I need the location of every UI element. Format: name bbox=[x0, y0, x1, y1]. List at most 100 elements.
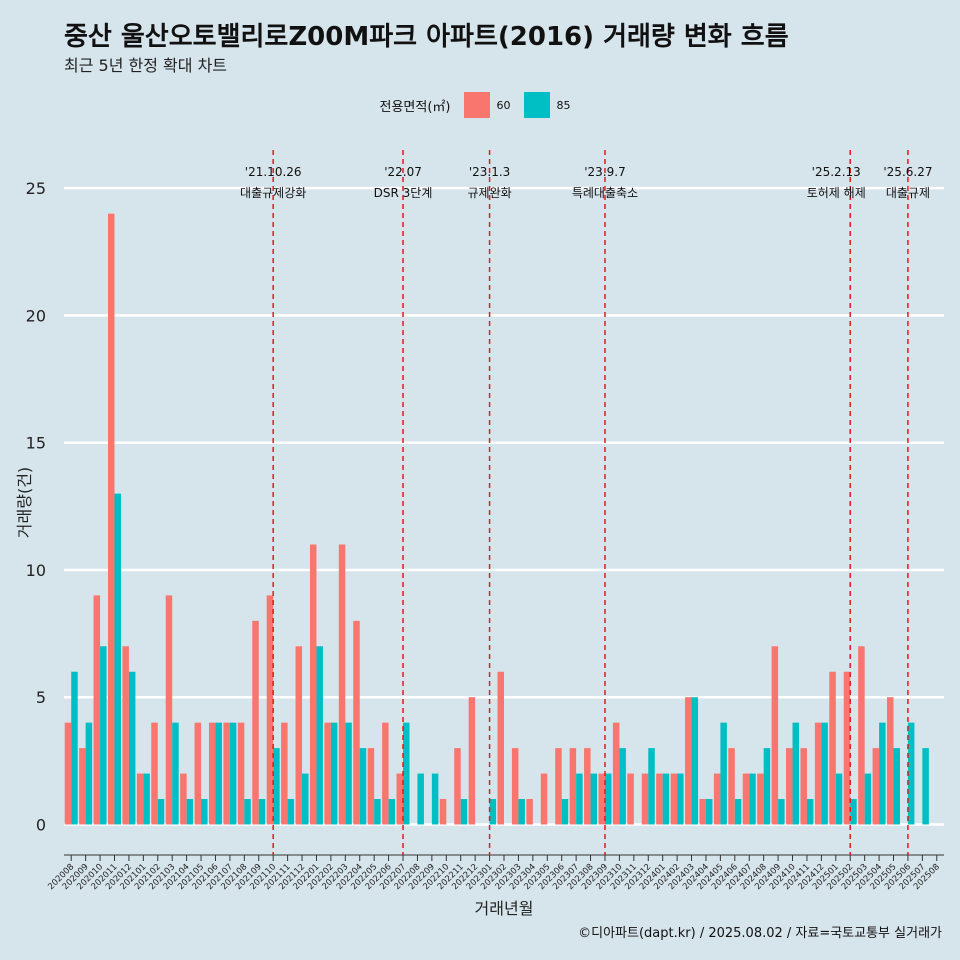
bar-60-202206 bbox=[382, 722, 389, 825]
bar-85-202308 bbox=[590, 773, 598, 825]
bar-85-202412 bbox=[821, 722, 828, 825]
event-date: '25.2.13 bbox=[812, 165, 861, 179]
event-label: 특례대출축소 bbox=[572, 186, 638, 200]
bar-85-202105 bbox=[201, 799, 208, 825]
bar-85-202106 bbox=[215, 722, 222, 825]
bar-60-202110 bbox=[266, 595, 274, 825]
chart-title: 중산 울산오토밸리로Z00M파크 아파트(2016) 거래량 변화 흐름 bbox=[64, 22, 789, 52]
bar-85-202110 bbox=[273, 748, 280, 825]
bar-60-202205 bbox=[367, 748, 375, 825]
event-label: 토허제 해제 bbox=[807, 186, 866, 200]
bar-60-202211 bbox=[454, 748, 461, 825]
bar-85-202307 bbox=[576, 773, 583, 825]
bar-85-202009 bbox=[85, 722, 93, 825]
y-tick-label: 10 bbox=[26, 561, 46, 580]
bar-85-202411 bbox=[806, 799, 814, 825]
bar-60-202306 bbox=[555, 748, 562, 825]
event-date: '23.1.3 bbox=[469, 165, 510, 179]
bar-60-202409 bbox=[771, 646, 779, 825]
bar-60-202204 bbox=[353, 620, 360, 825]
bar-85-202301 bbox=[489, 799, 497, 825]
event-label: 대출규제강화 bbox=[240, 186, 306, 200]
bar-60-202407 bbox=[742, 773, 750, 825]
y-tick-label: 25 bbox=[26, 179, 46, 198]
bar-85-202502 bbox=[850, 799, 857, 825]
bar-60-202107 bbox=[223, 722, 230, 825]
bar-85-202112 bbox=[302, 773, 309, 825]
bar-85-202102 bbox=[157, 799, 165, 825]
bar-85-202008 bbox=[71, 671, 78, 825]
event-date: '21.10.26 bbox=[245, 165, 302, 179]
bar-85-202011 bbox=[114, 493, 121, 825]
bar-85-202404 bbox=[705, 799, 713, 825]
bar-85-202402 bbox=[677, 773, 684, 825]
bar-85-202107 bbox=[229, 722, 237, 825]
bar-85-202109 bbox=[258, 799, 266, 825]
bar-60-202010 bbox=[93, 595, 101, 825]
bar-85-202303 bbox=[518, 799, 525, 825]
bar-60-202009 bbox=[79, 748, 86, 825]
bar-60-202501 bbox=[829, 671, 836, 825]
bar-85-202103 bbox=[172, 722, 179, 825]
y-tick-label: 20 bbox=[26, 306, 46, 325]
bar-85-202401 bbox=[662, 773, 670, 825]
bar-60-202112 bbox=[295, 646, 303, 825]
bar-85-202101 bbox=[143, 773, 150, 825]
event-label: DSR 3단계 bbox=[374, 186, 433, 200]
legend-label-85: 85 bbox=[556, 98, 571, 112]
bar-85-202205 bbox=[374, 799, 381, 825]
bar-60-202401 bbox=[656, 773, 663, 825]
y-tick-label: 5 bbox=[36, 688, 46, 707]
bar-60-202309 bbox=[598, 773, 605, 825]
bar-60-202303 bbox=[511, 748, 519, 825]
bar-85-202111 bbox=[287, 799, 295, 825]
bar-60-202412 bbox=[814, 722, 822, 825]
bar-60-202104 bbox=[180, 773, 187, 825]
bar-60-202111 bbox=[281, 722, 288, 825]
bar-60-202310 bbox=[612, 722, 620, 825]
bar-85-202406 bbox=[734, 799, 742, 825]
bar-60-202402 bbox=[670, 773, 678, 825]
bar-60-202210 bbox=[439, 799, 447, 825]
bar-85-202206 bbox=[388, 799, 396, 825]
bar-60-202102 bbox=[151, 722, 158, 825]
bar-85-202405 bbox=[720, 722, 727, 825]
bar-85-202201 bbox=[316, 646, 323, 825]
bar-60-202311 bbox=[627, 773, 634, 825]
bar-60-202008 bbox=[64, 722, 72, 825]
bar-85-202108 bbox=[244, 799, 251, 825]
bar-85-202312 bbox=[648, 748, 655, 825]
bar-60-202202 bbox=[324, 722, 331, 825]
legend: 전용면적(㎡) 60 85 bbox=[0, 92, 960, 118]
bar-60-202011 bbox=[108, 213, 115, 825]
bar-60-202105 bbox=[194, 722, 202, 825]
bar-60-202307 bbox=[569, 748, 577, 825]
bar-60-202410 bbox=[786, 748, 793, 825]
legend-label-60: 60 bbox=[496, 98, 511, 112]
bar-60-202404 bbox=[699, 799, 706, 825]
bar-60-202109 bbox=[252, 620, 259, 825]
bar-85-202204 bbox=[359, 748, 367, 825]
bar-85-202409 bbox=[778, 799, 785, 825]
bar-85-202503 bbox=[864, 773, 872, 825]
legend-key-85 bbox=[524, 92, 551, 118]
bar-60-202103 bbox=[165, 595, 173, 825]
bar-85-202211 bbox=[460, 799, 468, 825]
bar-60-202212 bbox=[468, 697, 476, 825]
bar-60-202403 bbox=[685, 697, 692, 825]
bar-85-202505 bbox=[893, 748, 900, 825]
bar-60-202408 bbox=[757, 773, 764, 825]
bar-60-202312 bbox=[641, 773, 649, 825]
bar-85-202202 bbox=[330, 722, 338, 825]
bar-60-202502 bbox=[843, 671, 851, 825]
legend-key-60 bbox=[464, 92, 491, 118]
bar-60-202012 bbox=[122, 646, 129, 825]
bar-60-202505 bbox=[887, 697, 894, 825]
chart-subtitle: 최근 5년 한정 확대 차트 bbox=[64, 56, 228, 75]
bar-85-202104 bbox=[186, 799, 194, 825]
bar-60-202304 bbox=[526, 799, 533, 825]
bar-85-202012 bbox=[128, 671, 136, 825]
bar-60-202504 bbox=[872, 748, 880, 825]
bar-60-202106 bbox=[208, 722, 216, 825]
